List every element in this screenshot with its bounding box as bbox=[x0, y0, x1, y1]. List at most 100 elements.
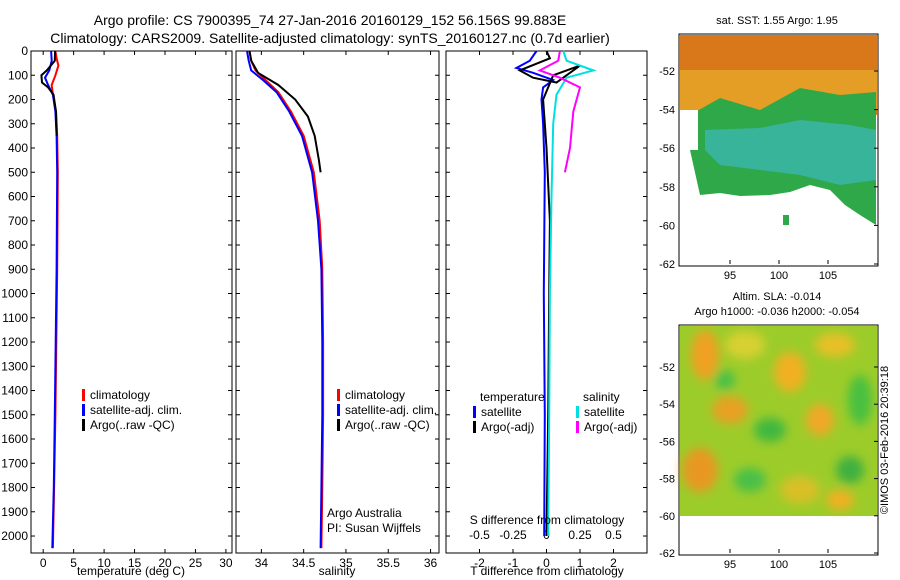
legend-swatch bbox=[337, 389, 340, 401]
salinity-x-ticks: 34 34.5 35 35.5 36 bbox=[236, 50, 439, 570]
depth-tick-label: 1300 bbox=[1, 359, 28, 373]
depth-tick-label: 1500 bbox=[1, 408, 28, 422]
depth-tick-label: 700 bbox=[8, 214, 28, 228]
x-tick-label: -2 bbox=[474, 556, 485, 570]
sla-field bbox=[680, 326, 877, 516]
temperature-axes-frame bbox=[30, 50, 233, 554]
salinity-lines bbox=[246, 50, 325, 549]
legend-header-salinity: salinity bbox=[583, 390, 620, 404]
map-y-tick-label: -60 bbox=[659, 511, 675, 523]
depth-tick-label: 600 bbox=[8, 190, 28, 204]
temperature-xlabel: temperature (deg C) bbox=[77, 564, 185, 578]
legend-header-temperature: temperature bbox=[480, 390, 545, 404]
temperature-lines bbox=[40, 50, 60, 549]
depth-tick-label: 400 bbox=[8, 141, 28, 155]
series-line-argorawqc bbox=[40, 50, 58, 136]
x-tick-label: -1 bbox=[508, 556, 519, 570]
s-diff-tick-label: -0.25 bbox=[499, 528, 527, 542]
depth-tick-label: 1800 bbox=[1, 481, 28, 495]
x-tick-label: 35.5 bbox=[377, 556, 401, 570]
salinity-axes-frame bbox=[235, 50, 440, 554]
x-tick-label: 10 bbox=[97, 556, 111, 570]
depth-tick-label: 1000 bbox=[1, 287, 28, 301]
legend-label: satellite-adj. clim. bbox=[90, 403, 182, 417]
map-x-tick-label: 95 bbox=[724, 270, 736, 282]
legend-swatch bbox=[576, 406, 579, 418]
map-y-tick-label: -52 bbox=[659, 66, 675, 78]
sla-map-title-1: Altim. SLA: -0.014 bbox=[733, 291, 822, 303]
t-difference-label: T difference from climatology bbox=[470, 564, 624, 578]
x-tick-label: 36 bbox=[424, 556, 438, 570]
legend-label: Argo(..raw -QC) bbox=[345, 418, 430, 432]
legend-label: Argo(-adj) bbox=[584, 420, 637, 434]
s-diff-tick-label: -0.5 bbox=[469, 528, 490, 542]
depth-tick-label: 900 bbox=[8, 262, 28, 276]
depth-tick-label: 2000 bbox=[1, 529, 28, 543]
map-y-tick-label: -54 bbox=[659, 105, 675, 117]
legend-swatch bbox=[576, 421, 579, 433]
x-tick-label: 34.5 bbox=[292, 556, 316, 570]
sst-map: sat. SST: 1.55 Argo: 1.95 -52 -54 -56 -58 -6… bbox=[659, 15, 879, 282]
x-tick-label: 5 bbox=[70, 556, 77, 570]
x-tick-label: 35 bbox=[339, 556, 353, 570]
x-tick-label: 0 bbox=[40, 556, 47, 570]
temperature-panel: 0100200300400500600700800900100011001200… bbox=[1, 44, 233, 578]
legend-swatch bbox=[473, 406, 476, 418]
legend-swatch bbox=[82, 389, 85, 401]
depth-tick-label: 1900 bbox=[1, 505, 28, 519]
series-line-argoadj bbox=[537, 50, 582, 173]
s-diff-tick-label: 0.25 bbox=[568, 528, 592, 542]
legend-label: satellite bbox=[481, 405, 522, 419]
sst-field bbox=[680, 35, 877, 225]
credit-line-2: PI: Susan Wijffels bbox=[327, 521, 421, 535]
map-x-tick-label: 105 bbox=[819, 559, 837, 571]
legend-label: climatology bbox=[90, 388, 150, 402]
depth-tick-label: 1400 bbox=[1, 384, 28, 398]
map-y-tick-label: -62 bbox=[659, 548, 675, 560]
x-tick-label: 30 bbox=[219, 556, 233, 570]
series-line-satelliteadjclim bbox=[246, 50, 324, 549]
legend-swatch bbox=[473, 421, 476, 433]
legend-label: satellite-adj. clim. bbox=[345, 403, 437, 417]
series-line-argorawqc bbox=[248, 50, 322, 173]
difference-x-ticks: -2 -1 0 1 2-0.5 -0.25 0 0.25 0.5 bbox=[446, 50, 647, 570]
map-y-tick-label: -56 bbox=[659, 436, 675, 448]
sla-map-ticks: -52 -54 -56 -58 -60 -62 95 100 105 bbox=[659, 362, 878, 571]
depth-tick-label: 1100 bbox=[2, 311, 28, 325]
s-diff-tick-label: 0.5 bbox=[605, 528, 622, 542]
credit-line-1: Argo Australia bbox=[327, 506, 402, 520]
legend-label: Argo(..raw -QC) bbox=[90, 418, 175, 432]
difference-panel: -2 -1 0 1 2-0.5 -0.25 0 0.25 0.5 S difference fr… bbox=[445, 50, 648, 578]
temperature-x-ticks: 0 5 10 15 20 25 30 bbox=[40, 51, 233, 570]
sst-map-ticks: -52 -54 -56 -58 -60 -62 95 100 105 bbox=[659, 66, 878, 282]
map-x-tick-label: 100 bbox=[770, 270, 788, 282]
difference-lines bbox=[513, 50, 597, 537]
depth-tick-label: 1700 bbox=[1, 456, 28, 470]
x-tick-label: 34 bbox=[255, 556, 269, 570]
x-tick-label: 2 bbox=[610, 556, 617, 570]
legend-label: satellite bbox=[584, 405, 625, 419]
map-y-tick-label: -58 bbox=[659, 474, 675, 486]
depth-tick-label: 300 bbox=[8, 117, 28, 131]
sla-map: Altim. SLA: -0.014 Argo h1000: -0.036 h2… bbox=[659, 291, 879, 571]
map-y-tick-label: -56 bbox=[659, 143, 675, 155]
imos-timestamp: ©IMOS 03-Feb-2016 20:39:18 bbox=[879, 366, 891, 514]
map-x-tick-label: 105 bbox=[819, 270, 837, 282]
map-x-tick-label: 95 bbox=[724, 559, 736, 571]
depth-tick-label: 0 bbox=[21, 44, 28, 58]
legend-swatch bbox=[337, 419, 340, 431]
title-line-2: Climatology: CARS2009. Satellite-adjuste… bbox=[50, 30, 610, 46]
salinity-panel: 34 34.5 35 35.5 36 salinity climatologysatel… bbox=[235, 50, 440, 578]
series-line-climatology bbox=[50, 50, 60, 549]
depth-ticks: 0 100 200 300 400 500 600 700 800 900 1000 1100 1200… bbox=[1, 44, 232, 543]
series-line-satellite bbox=[547, 50, 597, 537]
sst-map-title: sat. SST: 1.55 Argo: 1.95 bbox=[716, 15, 838, 27]
map-y-tick-label: -62 bbox=[659, 259, 675, 271]
map-y-tick-label: -58 bbox=[659, 182, 675, 194]
depth-tick-label: 200 bbox=[8, 93, 28, 107]
map-y-tick-label: -52 bbox=[659, 362, 675, 374]
map-x-tick-label: 100 bbox=[770, 559, 788, 571]
